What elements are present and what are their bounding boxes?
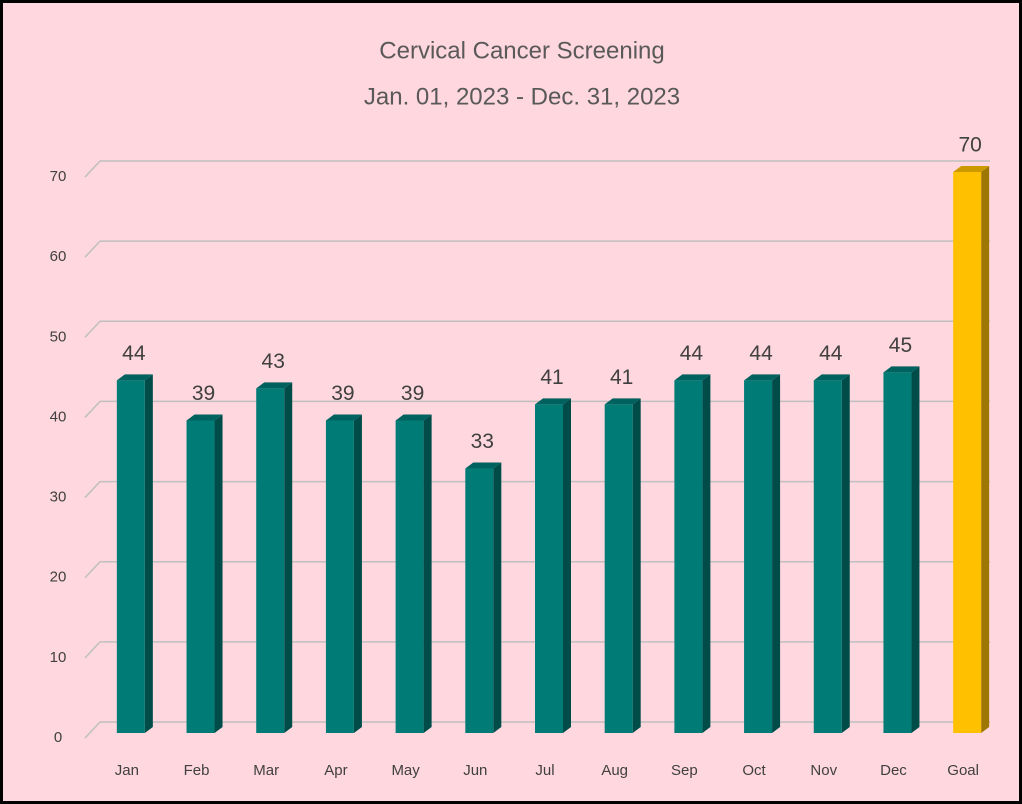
bar-top: [883, 366, 920, 373]
data-label: 39: [331, 382, 354, 405]
x-tick-label: Jun: [463, 762, 487, 779]
bar-side: [493, 462, 502, 733]
x-tick-label: Aug: [601, 762, 628, 779]
y-tick-label: 70: [50, 168, 67, 185]
bar-side: [772, 374, 781, 733]
data-label: 33: [471, 430, 494, 453]
data-label: 39: [401, 382, 424, 405]
bar-top: [395, 414, 432, 421]
x-tick-label: Dec: [880, 762, 907, 779]
data-label: 41: [540, 366, 563, 389]
bar-top: [744, 374, 781, 381]
y-tick-label: 10: [50, 649, 67, 666]
bar-top: [186, 414, 223, 421]
bar: [604, 404, 633, 733]
x-tick-label: Sep: [671, 762, 698, 779]
bar: [116, 380, 145, 733]
y-tick-label: 40: [50, 408, 67, 425]
bar-top: [604, 398, 641, 405]
bar-side: [702, 374, 711, 733]
bar-side: [981, 166, 990, 733]
y-tick-label: 60: [50, 248, 67, 265]
bar: [535, 404, 563, 733]
bar: [325, 420, 354, 733]
bar-side: [284, 382, 293, 733]
y-tick-label: 50: [50, 328, 67, 345]
x-tick-label: Jan: [115, 762, 139, 779]
data-label: 44: [819, 342, 843, 365]
bar-top: [256, 382, 293, 389]
bar-top: [813, 374, 850, 381]
bar: [813, 380, 842, 733]
y-tick-label: 30: [50, 489, 67, 506]
bar: [186, 420, 215, 733]
bar: [395, 420, 424, 733]
bar-side: [563, 398, 571, 733]
x-tick-label: Goal: [947, 762, 979, 779]
grid-line: [84, 561, 101, 579]
grid-line: [84, 320, 101, 338]
bar: [953, 172, 982, 733]
data-label: 44: [749, 342, 773, 365]
x-tick-label: Nov: [810, 762, 837, 779]
grid-line: [84, 400, 101, 418]
x-tick-label: Feb: [184, 762, 210, 779]
x-tick-label: Apr: [324, 762, 347, 779]
bar-side: [911, 366, 920, 733]
data-label: 45: [889, 334, 912, 357]
data-label: 70: [958, 134, 981, 157]
bar: [883, 372, 912, 733]
y-tick-label: 0: [54, 729, 62, 746]
data-label: 41: [610, 366, 633, 389]
chart-title: Cervical Cancer Screening: [379, 37, 664, 64]
x-tick-label: May: [391, 762, 420, 779]
bar-side: [632, 398, 641, 733]
bar-side: [214, 414, 223, 733]
bar: [674, 380, 703, 733]
grid-line: [84, 721, 101, 739]
chart-subtitle: Jan. 01, 2023 - Dec. 31, 2023: [364, 83, 680, 110]
data-label: 44: [680, 342, 704, 365]
x-tick-label: Mar: [253, 762, 279, 779]
bar-side: [144, 374, 153, 733]
bar-top: [465, 462, 502, 469]
grid-line: [84, 641, 101, 659]
bar-top: [116, 374, 153, 381]
bar: [744, 380, 773, 733]
bar-side: [841, 374, 850, 733]
x-tick-label: Jul: [535, 762, 554, 779]
y-tick-label: 20: [50, 569, 67, 586]
data-label: 44: [122, 342, 146, 365]
bar-side: [423, 414, 432, 733]
data-label: 39: [192, 382, 215, 405]
bar-side: [353, 414, 362, 733]
bar: [256, 388, 285, 733]
data-label: 43: [262, 350, 285, 373]
bar-top: [674, 374, 711, 381]
bar: [465, 468, 494, 733]
bar-top: [325, 414, 362, 421]
grid-line: [84, 240, 101, 258]
x-tick-label: Oct: [742, 762, 766, 779]
grid-line: [84, 160, 101, 178]
bar-top: [953, 166, 990, 172]
bar-top: [535, 398, 571, 405]
grid-line: [84, 481, 101, 499]
